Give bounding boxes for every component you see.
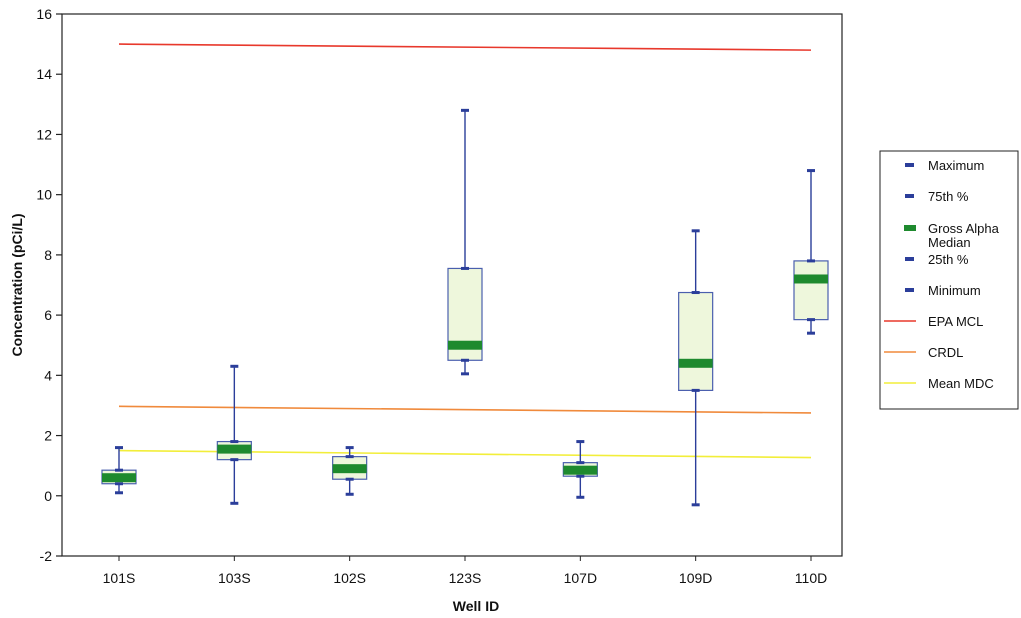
y-tick-label: 0 [44,488,52,504]
y-tick-label: 6 [44,307,52,323]
legend-label: 25th % [928,252,969,267]
x-axis-title: Well ID [453,598,499,614]
legend-box [879,150,1019,410]
legend-entry: Mean MDC [884,376,994,391]
legend-label: CRDL [928,345,963,360]
legend-swatch [905,257,914,261]
x-tick-label: 109D [679,570,712,586]
box-123S [447,108,483,376]
legend-swatch [905,194,914,198]
y-tick-label: 12 [36,126,52,142]
y-tick-label: -2 [40,548,53,564]
box-103S [216,364,252,505]
x-tick-label: 110D [795,570,827,586]
legend-swatch [905,163,914,167]
iqr-box [793,260,829,321]
box-102S [332,446,368,496]
legend-entry: 25th % [905,252,969,267]
y-tick-label: 4 [44,367,52,383]
legend-entry: 75th % [905,189,969,204]
legend-label: Gross Alpha Median [928,221,1000,250]
reference-line-epa-mcl [118,43,812,51]
median-marker [332,464,367,474]
x-tick-label: 101S [103,570,136,586]
legend-entry: EPA MCL [884,314,983,329]
legend-label: Mean MDC [928,376,994,391]
median-marker [102,473,136,483]
y-tick-label: 14 [36,66,52,82]
legend-label: 75th % [928,189,969,204]
median-marker [448,340,482,350]
legend-label: Minimum [928,283,981,298]
median-marker [217,444,252,454]
x-axis: 101S 103S 102S 123S 107D 109D 110D [103,556,827,586]
legend-entry: Minimum [905,283,981,298]
x-tick-label: 102S [333,570,366,586]
iqr-box [678,291,714,391]
legend-label: Maximum [928,158,984,173]
legend-entry: CRDL [884,345,963,360]
x-tick-label: 107D [564,570,597,586]
median-marker [563,465,598,475]
y-tick-label: 16 [36,6,52,22]
legend-swatch [905,288,914,292]
median-marker [678,358,713,368]
y-tick-label: 10 [36,187,52,203]
legend-entry: Gross Alpha Median [904,221,1000,250]
x-tick-label: 103S [218,570,251,586]
legend-swatch [904,225,916,231]
y-axis-title: Concentration (pCi/L) [9,213,25,356]
box-series [101,108,829,507]
box-109D [678,229,714,507]
median-marker [794,274,828,284]
box-101S [101,446,137,495]
x-tick-label: 123S [449,570,482,586]
y-tick-label: 8 [44,247,52,263]
legend-label: EPA MCL [928,314,983,329]
y-axis: -2 0 2 4 6 8 10 12 14 16 [36,6,62,564]
legend-entry: Maximum [905,158,984,173]
box-107D [562,440,598,499]
box-110D [793,169,829,335]
legend: Maximum 75th % Gross Alpha Median 25th % Mini… [879,150,1019,410]
y-tick-label: 2 [44,428,52,444]
